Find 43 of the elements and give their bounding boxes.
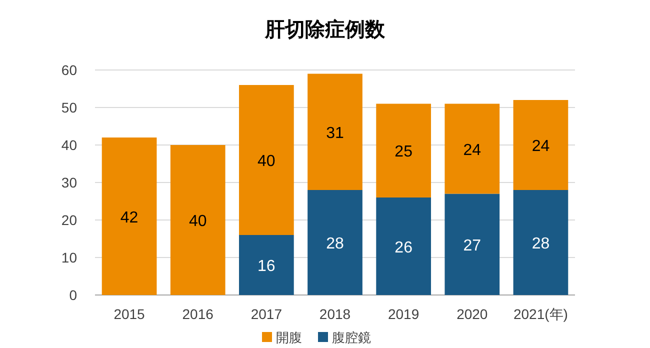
y-tick-label: 0 (69, 287, 78, 303)
data-label: 24 (463, 142, 482, 159)
data-label: 16 (258, 258, 276, 275)
y-tick-label: 40 (61, 137, 78, 153)
data-label: 25 (394, 144, 413, 161)
y-tick-label: 10 (61, 250, 78, 266)
data-label: 40 (188, 213, 207, 230)
x-tick-label: 2018 (319, 306, 351, 322)
x-tick-label: 2021(年) (513, 306, 568, 322)
bar (102, 138, 157, 295)
data-label: 28 (532, 236, 550, 252)
bar (513, 190, 568, 295)
x-tick-label: 2020 (456, 306, 488, 322)
data-label: 42 (120, 209, 138, 226)
data-label: 27 (463, 237, 482, 254)
y-tick-label: 60 (61, 62, 78, 78)
bar (513, 100, 568, 190)
bar (444, 194, 500, 295)
data-label: 24 (532, 138, 550, 155)
bar (376, 104, 431, 198)
y-tick-label: 30 (61, 174, 78, 190)
legend-item: 腹腔鏡 (318, 330, 371, 345)
data-label: 26 (394, 239, 413, 256)
bar (376, 198, 431, 295)
legend-label: 開腹 (276, 330, 302, 345)
bar (308, 74, 362, 190)
bar (308, 190, 362, 295)
legend-item: 開腹 (262, 330, 302, 345)
bar (239, 235, 294, 295)
bar (444, 104, 500, 194)
x-tick-label: 2017 (250, 306, 282, 322)
x-tick-label: 2015 (114, 306, 146, 322)
y-tick-label: 50 (61, 100, 78, 116)
legend-label: 腹腔鏡 (332, 330, 371, 345)
x-tick-label: 2019 (388, 306, 420, 322)
x-tick-label: 2016 (182, 306, 214, 322)
data-label: 40 (258, 153, 276, 170)
data-label: 31 (326, 124, 344, 142)
y-tick-label: 20 (61, 212, 78, 228)
bar (170, 145, 226, 295)
chart-title: 肝切除症例数 (264, 18, 386, 41)
data-label: 28 (326, 236, 344, 252)
bar (239, 85, 294, 235)
